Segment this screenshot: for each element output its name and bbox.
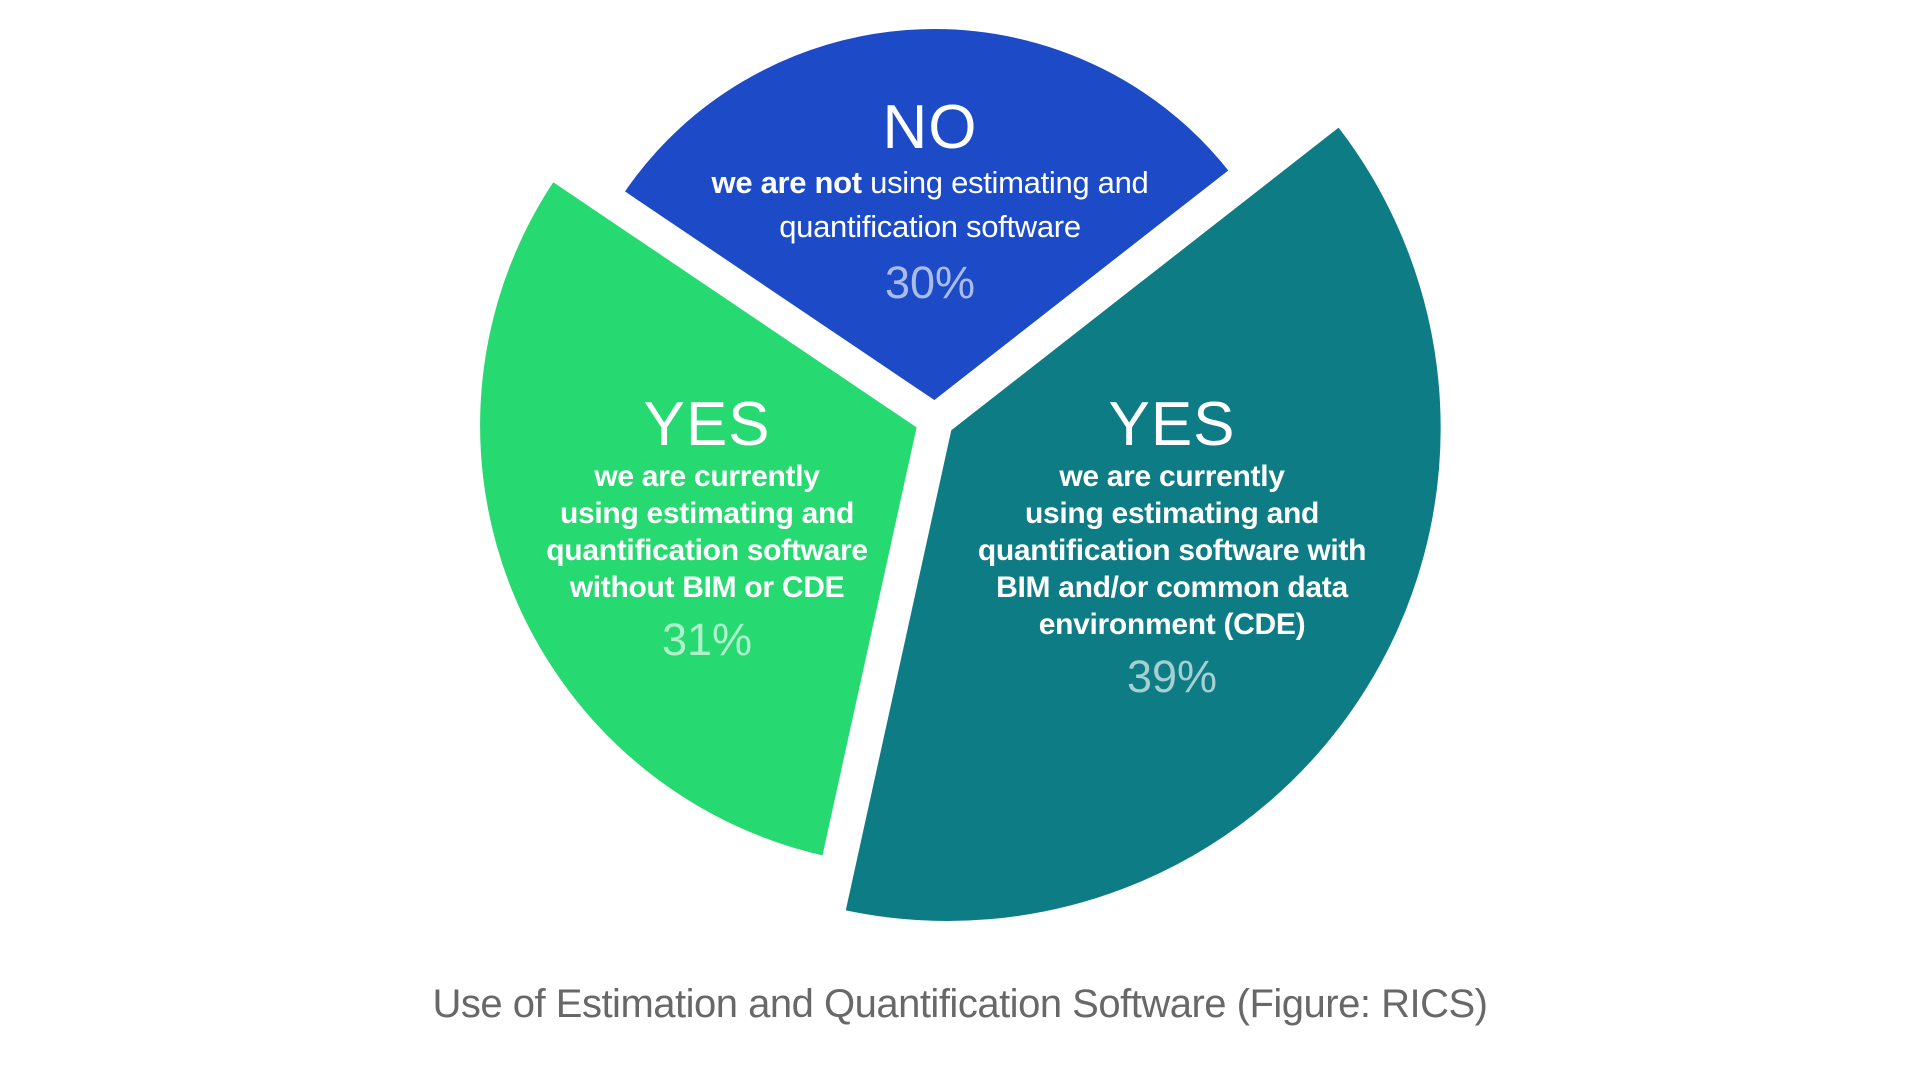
- figure-caption: Use of Estimation and Quantification Sof…: [432, 982, 1488, 1026]
- pie-slice-yes-with-bim-cde: [837, 118, 1449, 929]
- pie-slice-no: [615, 21, 1238, 409]
- pie-slice-yes-without-bim-cde: [472, 172, 926, 865]
